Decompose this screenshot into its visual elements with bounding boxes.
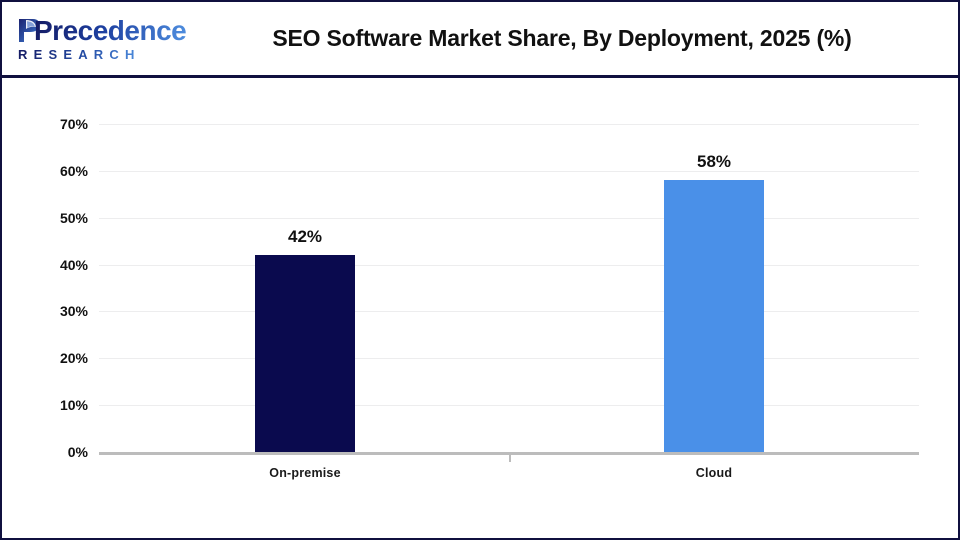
y-axis-tick: 40%	[24, 258, 88, 272]
y-axis-tick-label: 50%	[59, 209, 88, 226]
y-axis-tick: 0%	[24, 445, 88, 459]
bar-value-label: 42%	[287, 227, 323, 247]
x-axis-category-label: Cloud	[695, 466, 733, 480]
gridline	[99, 124, 919, 125]
y-axis-tick: 50%	[24, 211, 88, 225]
y-axis-tick-label: 70%	[59, 116, 88, 132]
y-axis-tick: 30%	[24, 304, 88, 318]
gridline	[99, 405, 919, 407]
chart-plot-area: 0% 10% 20% 30% 40% 50% 60% 70% 42% On-premise 58%…	[2, 81, 958, 538]
y-axis-tick-label: 20%	[59, 350, 88, 367]
bar-value-label: 58%	[696, 152, 732, 172]
page-title: SEO Software Market Share, By Deployment…	[272, 25, 852, 51]
bar-cloud[interactable]	[664, 180, 764, 452]
gridline	[99, 358, 919, 360]
y-axis-tick-label: 0%	[67, 444, 88, 460]
y-axis-tick: 60%	[24, 164, 88, 178]
precedence-leaf-mark-icon	[19, 19, 40, 42]
y-axis-tick-label: 10%	[59, 397, 88, 414]
x-axis-line	[99, 452, 919, 455]
y-axis-tick-label: 30%	[59, 303, 88, 320]
logo-subtitle: RESEARCH	[18, 47, 141, 62]
gridline	[99, 217, 919, 219]
gridline	[99, 170, 919, 172]
logo-wordmark: Precedence	[34, 15, 187, 46]
gridline	[99, 311, 919, 313]
y-axis-tick: 70%	[24, 117, 88, 131]
chart-header: Precedence RESEARCH SEO Software Market …	[2, 2, 958, 78]
y-axis-tick: 20%	[24, 351, 88, 365]
x-axis-category-label: On-premise	[269, 466, 341, 480]
x-axis-tick-mid	[509, 455, 511, 462]
y-axis-tick: 10%	[24, 398, 88, 412]
gridline	[99, 264, 919, 266]
precedence-research-logo: Precedence RESEARCH	[14, 16, 187, 66]
y-axis-tick-label: 40%	[59, 256, 88, 273]
y-axis-tick-label: 60%	[59, 162, 88, 179]
bar-on-premise[interactable]	[255, 255, 355, 452]
